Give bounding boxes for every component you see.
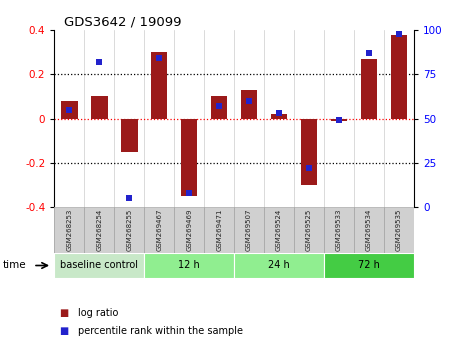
Bar [204,207,234,253]
Bar [54,207,84,253]
Text: GSM269535: GSM269535 [396,209,402,251]
Bar [301,119,317,185]
Text: GSM268254: GSM268254 [96,209,102,251]
Text: baseline control: baseline control [61,261,138,270]
Text: ■: ■ [59,308,69,318]
Bar [354,207,384,253]
Bar [324,207,354,253]
Text: GSM269534: GSM269534 [366,209,372,251]
Text: time: time [2,261,26,270]
Bar [264,207,294,253]
Text: 24 h: 24 h [268,261,290,270]
Text: GSM269467: GSM269467 [156,209,162,251]
Bar [271,114,287,119]
Bar [91,96,107,119]
Text: percentile rank within the sample: percentile rank within the sample [78,326,243,336]
Bar [294,207,324,253]
Text: GSM269507: GSM269507 [246,209,252,251]
Text: GSM269469: GSM269469 [186,209,192,251]
Text: GSM269471: GSM269471 [216,209,222,251]
Text: 72 h: 72 h [358,261,380,270]
Bar [361,59,377,119]
Bar [384,207,414,253]
Bar [324,253,414,278]
Text: GDS3642 / 19099: GDS3642 / 19099 [64,15,181,28]
Text: log ratio: log ratio [78,308,118,318]
Text: GSM268253: GSM268253 [66,209,72,251]
Text: ■: ■ [59,326,69,336]
Bar [181,119,197,196]
Bar [234,207,264,253]
Bar [144,253,234,278]
Bar [84,207,114,253]
Bar [391,34,407,119]
Bar [174,207,204,253]
Bar [114,207,144,253]
Bar [61,101,78,119]
Bar [121,119,138,152]
Text: GSM268255: GSM268255 [126,209,132,251]
Bar [331,119,347,121]
Bar [144,207,174,253]
Text: GSM269524: GSM269524 [276,209,282,251]
Bar [211,96,228,119]
Bar [54,253,144,278]
Bar [151,52,167,119]
Bar [234,253,324,278]
Text: GSM269533: GSM269533 [336,209,342,251]
Bar [241,90,257,119]
Text: GSM269525: GSM269525 [306,209,312,251]
Text: 12 h: 12 h [178,261,200,270]
